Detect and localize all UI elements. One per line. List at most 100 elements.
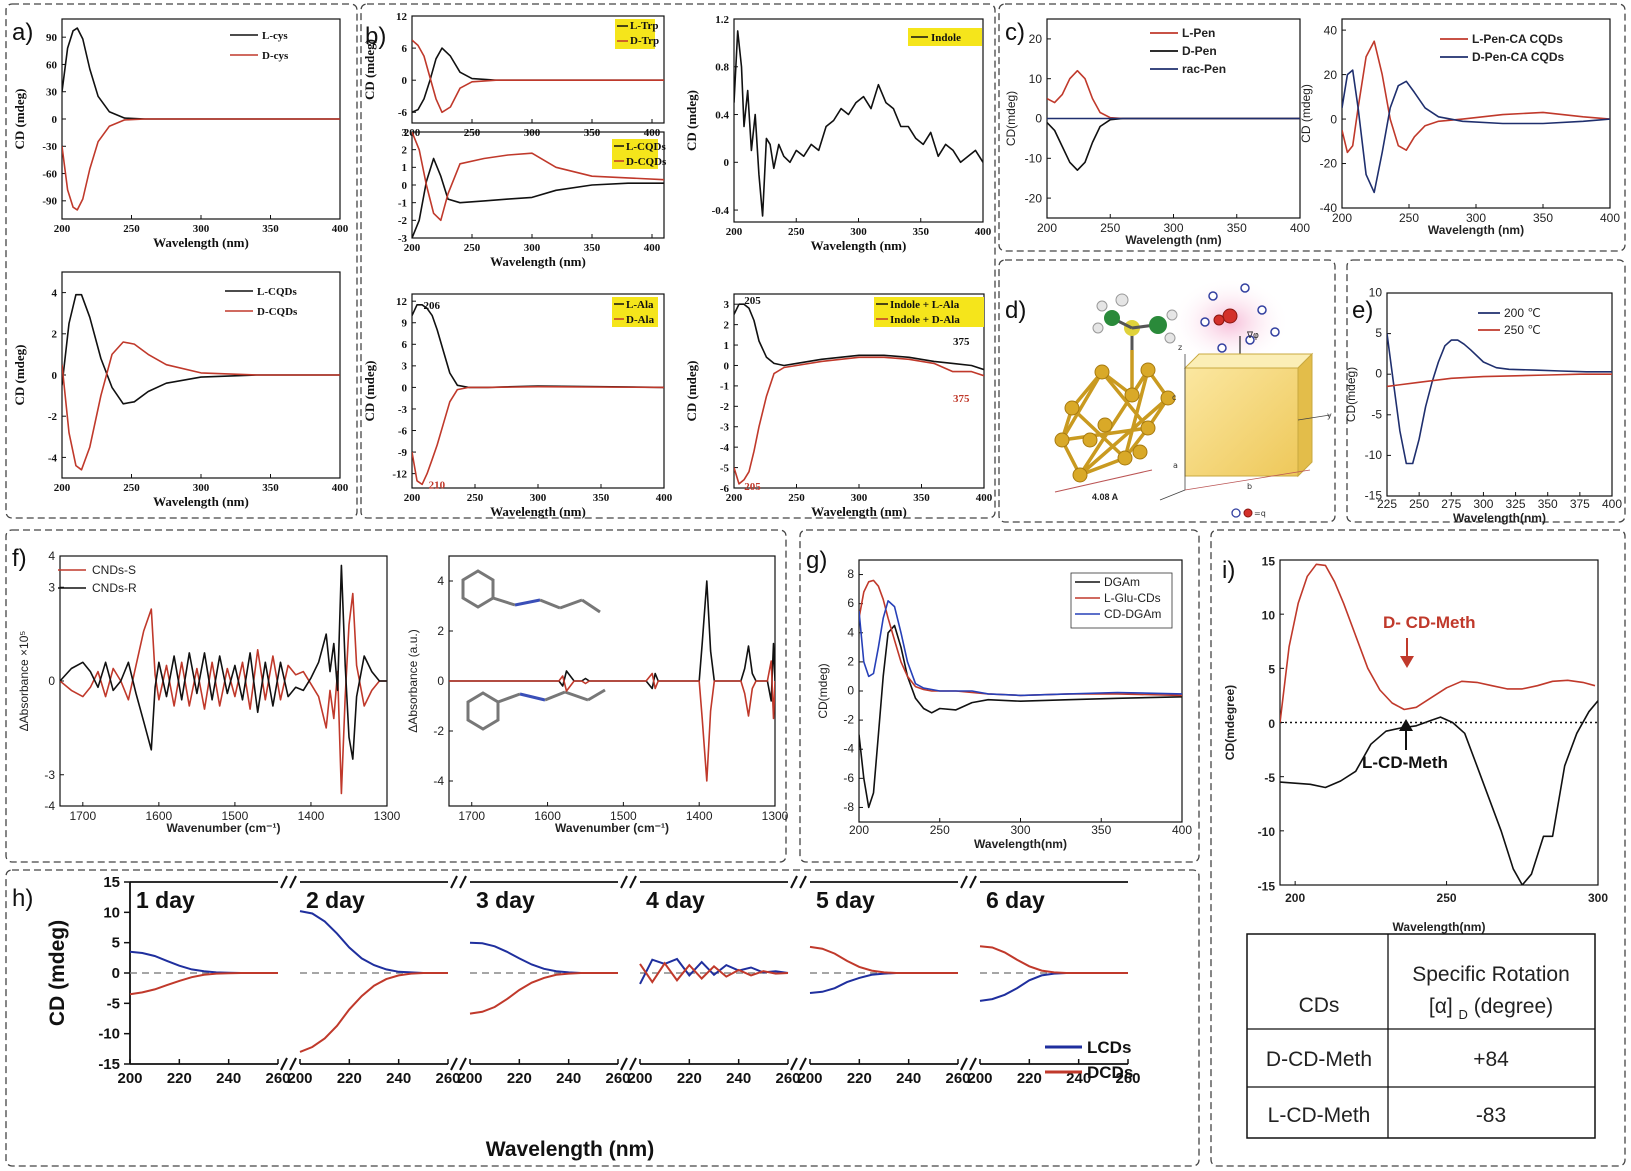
axis-break-mark [960, 875, 968, 889]
y-tick-label: 0 [402, 382, 408, 394]
x-tick-label: 400 [332, 223, 349, 235]
x-tick-label: 220 [1017, 1070, 1042, 1087]
legend-label-lcds: LCDs [1087, 1038, 1131, 1057]
y-tick-label: -5 [107, 995, 120, 1012]
x-axis-label: Wavenumber (cm⁻¹) [167, 821, 281, 835]
series-line-dcds [469, 972, 618, 1015]
y-tick-label: -2 [843, 713, 854, 727]
chart-h: -15 -10 -5 0 5 10 15 CD (mdeg) Wavelength (nm) 20… [46, 874, 1141, 1161]
x-tick-label: 1700 [458, 809, 485, 823]
plot-frame [1341, 18, 1611, 209]
x-tick-label: 300 [1010, 823, 1030, 837]
series-line-d-cqds [62, 341, 340, 471]
x-tick-label: 200 [404, 242, 421, 254]
table-cell-d-cd-meth: D-CD-Meth [1266, 1048, 1372, 1071]
y-axis-label: CD (mdeg) [1299, 84, 1313, 143]
y-tick-label: 4 [52, 287, 58, 299]
y-tick-label: 20 [1029, 32, 1043, 46]
x-axis-label: Wavelength (nm) [811, 504, 907, 519]
x-tick-label: 250 [123, 223, 140, 235]
y-tick-label: -10 [1258, 825, 1276, 839]
y-tick-label: 6 [847, 596, 854, 610]
y-tick-label: -20 [1320, 157, 1338, 171]
x-tick-label: 300 [1473, 497, 1493, 511]
series-line-l-cqds [62, 293, 340, 405]
y-tick-label: -40 [1320, 201, 1338, 215]
series-line-indole-d-ala [734, 356, 984, 485]
y-tick-label: -15 [98, 1056, 120, 1073]
day-label: 1 day [136, 887, 195, 913]
x-tick-label: 350 [262, 482, 279, 494]
x-axis-label: Wavelength(nm) [974, 837, 1067, 851]
x-tick-label: 200 [1332, 211, 1352, 225]
panel-f-molecule-illustration [461, 569, 606, 731]
y-tick-label: 6 [402, 339, 408, 351]
x-tick-label: 260 [775, 1070, 800, 1087]
x-tick-label: 240 [1066, 1070, 1091, 1087]
y-tick-label: 0 [437, 674, 444, 688]
axis-break-mark [450, 875, 458, 889]
y-tick-label: 90 [46, 32, 58, 44]
y-tick-label: 3 [402, 361, 408, 373]
y-axis-label: CD(mdeg) [1004, 91, 1018, 146]
x-tick-label: 200 [457, 1070, 482, 1087]
y-tick-label: -10 [1025, 152, 1043, 166]
y-tick-label: 0 [112, 965, 120, 982]
axis-break-mark [620, 1057, 628, 1071]
panel-letter-d: d) [1005, 297, 1026, 324]
x-tick-label: 350 [1227, 221, 1247, 235]
x-tick-label: 1600 [534, 809, 561, 823]
legend-b-ala: L-Ala D-Ala [612, 297, 658, 327]
legend-c-cqds: L-Pen-CA CQDs D-Pen-CA CQDs [1440, 32, 1565, 64]
legend-label-dcds: DCDs [1087, 1063, 1133, 1082]
y-axis-label: CD (mdeg) [362, 360, 377, 421]
x-tick-label: 250 [467, 492, 484, 504]
legend-label-d-trp: D-Trp [630, 35, 659, 47]
legend-f: CNDs-S CNDs-R [58, 563, 137, 595]
x-tick-label: 350 [913, 226, 930, 238]
chart-i: 200 250 300 -15 -10 -5 0 5 10 15 Wavelength(nm) CD(… [1223, 554, 1608, 934]
y-tick-label: 10 [1262, 608, 1276, 622]
chart-c-cqds: 200 250 300 350 400 -40 -20 0 20 40 Wavelength (nm… [1299, 18, 1620, 237]
y-tick-label: 1 [402, 162, 408, 174]
series-line-lcds [469, 941, 618, 974]
legend-h: LCDs DCDs [1045, 1038, 1133, 1082]
y-tick-label: 2 [402, 145, 408, 157]
x-tick-label: 300 [851, 492, 868, 504]
l-cd-meth-annotation: L-CD-Meth [1362, 753, 1448, 772]
y-tick-label: 2 [847, 654, 854, 668]
legend-label-l-pen: L-Pen [1182, 26, 1215, 40]
legend-c-pen: L-Pen D-Pen rac-Pen [1150, 26, 1226, 76]
x-tick-label: 220 [337, 1070, 362, 1087]
x-tick-label: 400 [332, 482, 349, 494]
x-tick-label: 260 [1115, 1070, 1140, 1087]
x-tick-label: 300 [524, 242, 541, 254]
x-tick-label: 250 [1399, 211, 1419, 225]
chart-g: 200 250 300 350 400 -8 -6 -4 -2 0 2 4 6 8 Wavelength(n… [816, 559, 1192, 851]
x-tick-label: 350 [584, 242, 601, 254]
legend-label-rac-pen: rac-Pen [1182, 62, 1226, 76]
legend-label-indole: Indole [931, 32, 961, 44]
x-tick-label: 400 [1172, 823, 1192, 837]
y-axis-label: CD (mdeg) [362, 39, 377, 100]
axis-break-mark [960, 1057, 968, 1071]
panel-outlines [5, 3, 1626, 1167]
x-tick-label: 200 [287, 1070, 312, 1087]
x-axis-label: Wavelength (nm) [1125, 233, 1221, 247]
series-line-dcds [639, 961, 789, 984]
molecule [1092, 293, 1178, 350]
y-tick-label: 60 [46, 59, 58, 71]
axis-break-mark [969, 875, 977, 889]
x-tick-label: 260 [265, 1070, 290, 1087]
x-tick-label: 260 [945, 1070, 970, 1087]
table-header-units: [α] D (degree) [1429, 995, 1553, 1022]
axis-a-label: a [1173, 461, 1178, 470]
peak-annotation: 375 [953, 393, 970, 405]
axis-break-mark [289, 875, 297, 889]
legend-label-dgam: DGAm [1104, 575, 1140, 589]
x-tick-label: 240 [216, 1070, 241, 1087]
x-axis-label: Wavelength (nm) [490, 504, 586, 519]
legend-label-d-pen-ca: D-Pen-CA CQDs [1472, 50, 1565, 64]
x-tick-label: 200 [1285, 891, 1305, 905]
x-tick-label: 275 [1441, 497, 1461, 511]
